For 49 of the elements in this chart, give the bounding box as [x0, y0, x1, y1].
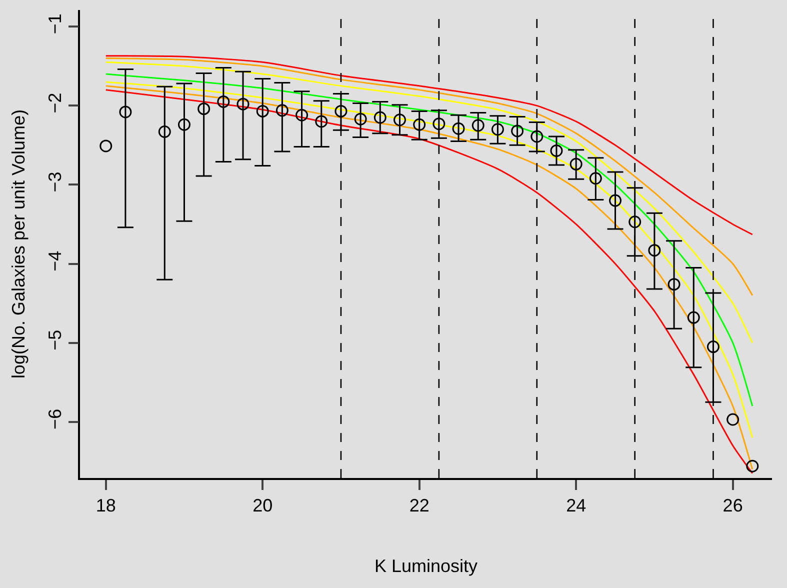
point — [511, 124, 524, 138]
line-series — [105, 61, 754, 344]
y-tick-label: −1 — [45, 14, 66, 34]
point — [746, 460, 759, 472]
point — [276, 104, 288, 117]
point — [452, 122, 465, 135]
y-tick-label: −4 — [45, 250, 66, 272]
y-tick-label: −3 — [45, 172, 66, 192]
point — [413, 118, 426, 131]
point — [178, 118, 190, 131]
point — [726, 413, 740, 426]
point — [570, 158, 582, 170]
y-axis-title: log(No. Galaxies per unit Volume) — [8, 109, 29, 379]
y-tick-label: −6 — [45, 408, 66, 430]
x-tick-label: 22 — [409, 495, 430, 516]
y-tick-label: −5 — [45, 330, 66, 350]
point — [609, 194, 622, 207]
point — [158, 125, 171, 138]
point — [530, 130, 544, 143]
x-tick-label: 20 — [252, 495, 273, 516]
point — [100, 140, 112, 152]
y-tick-label: −2 — [45, 92, 66, 114]
point — [119, 106, 132, 118]
point — [687, 311, 700, 324]
point — [217, 95, 230, 108]
point — [706, 340, 720, 354]
point — [628, 216, 642, 228]
point — [668, 278, 680, 291]
x-axis-title: K Luminosity — [374, 556, 478, 576]
line-series — [105, 57, 754, 296]
point — [648, 244, 661, 257]
point — [354, 112, 367, 126]
point — [394, 114, 406, 126]
x-tick-label: 18 — [96, 495, 116, 516]
point — [491, 123, 504, 136]
point — [296, 108, 308, 122]
point — [374, 111, 386, 124]
x-tick-label: 26 — [722, 495, 743, 516]
point — [472, 119, 484, 132]
x-tick-label: 24 — [566, 495, 586, 516]
point — [236, 98, 250, 110]
point — [256, 104, 269, 118]
point — [334, 104, 348, 118]
point — [589, 172, 602, 185]
line-series — [105, 55, 754, 236]
point — [198, 102, 210, 116]
point — [550, 144, 563, 157]
point — [315, 115, 328, 128]
point — [432, 118, 446, 130]
